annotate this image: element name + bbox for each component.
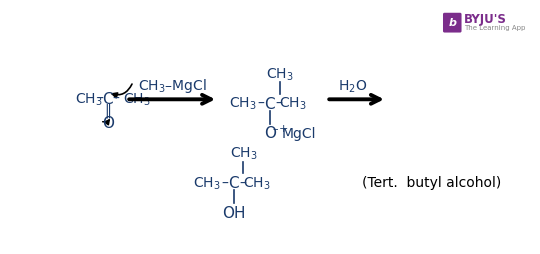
Text: C: C	[265, 97, 275, 112]
Text: CH$_3$: CH$_3$	[193, 175, 220, 192]
Text: CH$_3$: CH$_3$	[228, 96, 256, 113]
FancyArrowPatch shape	[112, 84, 132, 98]
Text: MgCl: MgCl	[282, 127, 316, 141]
Text: (Tert.  butyl alcohol): (Tert. butyl alcohol)	[362, 176, 502, 190]
Text: O: O	[102, 116, 114, 131]
Text: CH$_3$: CH$_3$	[243, 175, 271, 192]
Text: –: –	[273, 124, 279, 134]
Text: CH$_3$–MgCl: CH$_3$–MgCl	[138, 77, 207, 96]
Text: –: –	[221, 176, 228, 190]
Text: –: –	[112, 92, 119, 106]
Text: C: C	[103, 92, 113, 107]
Text: –: –	[97, 92, 103, 106]
Text: The Learning App: The Learning App	[464, 25, 525, 31]
Text: –: –	[258, 97, 265, 111]
Text: OH: OH	[222, 205, 245, 220]
FancyBboxPatch shape	[443, 13, 462, 33]
Text: BYJU'S: BYJU'S	[464, 13, 507, 26]
Text: b: b	[448, 18, 456, 28]
Text: +: +	[279, 124, 288, 134]
Text: CH$_3$: CH$_3$	[230, 146, 257, 162]
Text: ‖: ‖	[104, 104, 111, 118]
Text: CH$_3$: CH$_3$	[279, 96, 307, 113]
Text: CH$_3$: CH$_3$	[75, 91, 102, 107]
Text: H$_2$O: H$_2$O	[338, 78, 367, 95]
FancyArrowPatch shape	[103, 120, 109, 125]
Text: CH$_3$: CH$_3$	[266, 66, 293, 83]
Text: O: O	[264, 126, 276, 141]
Text: C: C	[228, 176, 239, 191]
Text: –: –	[275, 97, 282, 111]
Text: –: –	[239, 176, 246, 190]
Text: CH$_3$: CH$_3$	[123, 91, 151, 107]
